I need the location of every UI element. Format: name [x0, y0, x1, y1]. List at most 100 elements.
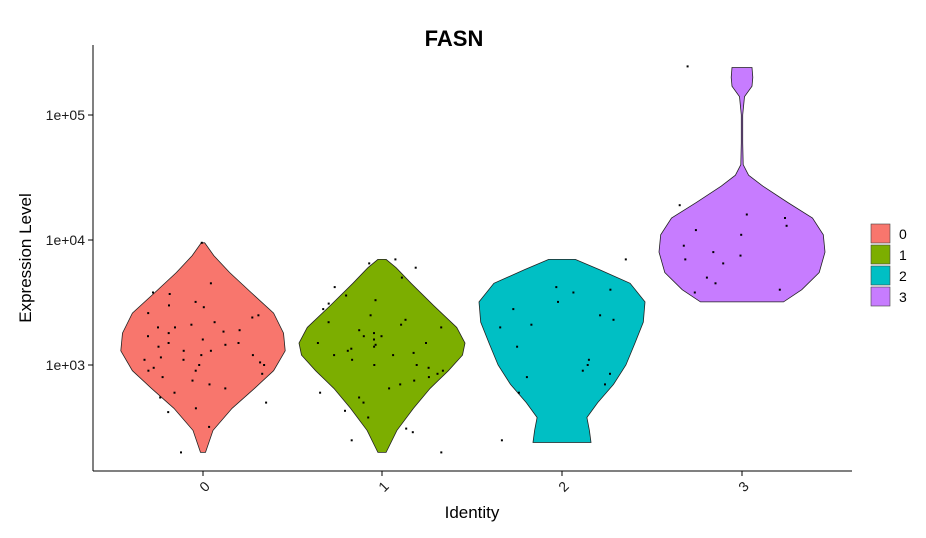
legend-key-3	[870, 286, 891, 307]
data-point	[147, 312, 150, 315]
data-point	[694, 229, 697, 232]
data-point	[440, 451, 443, 454]
data-point	[209, 282, 212, 285]
data-point	[604, 383, 606, 386]
data-point	[415, 364, 418, 366]
data-point	[358, 396, 361, 399]
data-point	[159, 356, 162, 359]
data-point	[586, 364, 589, 366]
data-point	[441, 369, 444, 372]
data-point	[624, 258, 627, 261]
data-point	[682, 244, 685, 247]
data-point	[333, 286, 336, 289]
data-point	[572, 291, 575, 294]
violin-cluster-2	[478, 259, 646, 443]
x-axis-title: Identity	[445, 503, 500, 522]
data-point	[194, 300, 197, 303]
x-tick-label: 1	[375, 478, 392, 495]
data-point	[714, 282, 717, 285]
data-point	[693, 291, 696, 294]
y-tick-label: 1e+03	[46, 357, 86, 373]
data-point	[369, 314, 372, 317]
data-point	[609, 288, 612, 291]
legend-key-1	[870, 244, 891, 265]
data-point	[499, 326, 502, 329]
data-point	[374, 299, 377, 302]
data-point	[373, 364, 376, 366]
data-point	[182, 349, 185, 352]
data-point	[530, 323, 533, 326]
data-point	[722, 262, 725, 265]
data-point	[316, 342, 319, 344]
data-point	[208, 425, 211, 428]
data-point	[350, 347, 353, 350]
data-point	[143, 358, 146, 361]
data-point	[159, 396, 162, 399]
data-point	[400, 276, 403, 279]
data-point	[202, 306, 205, 309]
data-point	[152, 366, 155, 369]
data-point	[399, 383, 402, 386]
data-point	[599, 314, 602, 317]
data-point	[200, 354, 203, 357]
data-point	[739, 254, 742, 257]
legend-label: 0	[899, 226, 907, 242]
data-point	[198, 364, 201, 366]
data-point	[350, 439, 353, 442]
data-point	[251, 354, 254, 357]
data-point	[440, 326, 443, 329]
data-point	[612, 318, 615, 321]
data-point	[425, 342, 427, 344]
data-point	[261, 372, 264, 375]
legend-label: 1	[899, 247, 907, 263]
data-point	[251, 316, 254, 319]
data-point	[257, 314, 260, 317]
data-point	[345, 294, 348, 297]
data-point	[516, 345, 519, 348]
data-point	[190, 323, 193, 326]
y-tick-label: 1e+04	[46, 232, 86, 248]
data-point	[412, 351, 415, 354]
data-point	[182, 358, 185, 361]
data-point	[208, 383, 211, 386]
data-point	[414, 266, 417, 269]
data-point	[609, 372, 611, 375]
data-point	[322, 308, 325, 311]
y-axis-title: Expression Level	[16, 193, 35, 322]
y-tick-label: 1e+05	[46, 107, 86, 123]
data-point	[152, 291, 154, 294]
chart-title: FASN	[425, 26, 484, 51]
data-point	[167, 342, 170, 344]
data-point	[525, 376, 528, 379]
data-point	[404, 318, 407, 321]
data-point	[358, 329, 361, 332]
data-point	[147, 369, 150, 372]
x-tick-label: 2	[555, 478, 572, 495]
data-point	[238, 329, 241, 332]
data-point	[745, 213, 748, 216]
data-point	[209, 349, 212, 352]
data-point	[327, 302, 330, 305]
data-point	[517, 391, 520, 394]
x-tick-label: 0	[196, 478, 213, 495]
data-point	[319, 391, 322, 394]
legend-key-2	[870, 265, 891, 286]
data-point	[392, 354, 395, 357]
data-point	[512, 308, 515, 311]
data-point	[368, 262, 371, 265]
data-point	[686, 65, 689, 68]
data-point	[362, 401, 365, 404]
legend: 0 1 2 3	[870, 223, 907, 307]
data-point	[265, 401, 268, 404]
data-point	[380, 335, 383, 338]
violin-cluster-0	[120, 242, 286, 453]
data-point	[168, 293, 171, 295]
data-point	[581, 369, 584, 372]
data-point	[222, 330, 225, 333]
data-point	[224, 387, 227, 390]
violin-layer	[120, 67, 826, 453]
data-point	[388, 387, 391, 390]
data-point	[362, 335, 365, 338]
data-point	[367, 416, 370, 419]
